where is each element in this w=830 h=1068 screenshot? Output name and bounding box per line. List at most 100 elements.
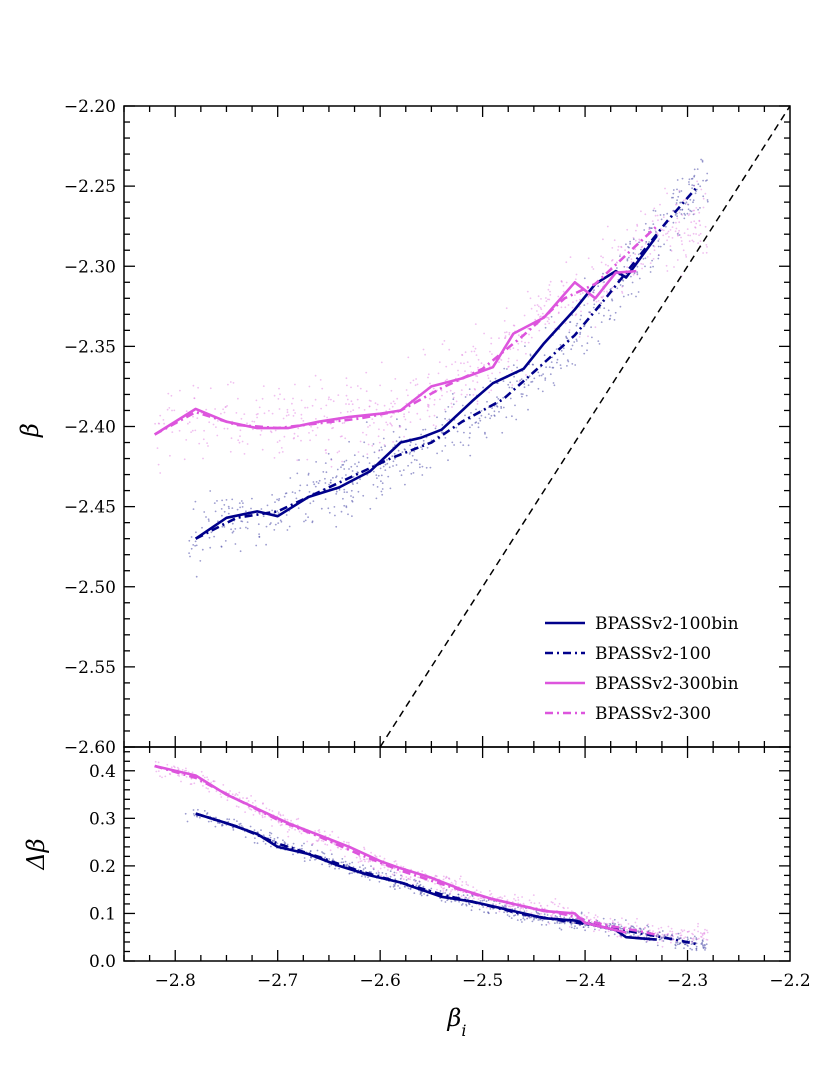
blue-scatter-point	[547, 298, 549, 301]
blue-scatter-point	[630, 261, 633, 263]
blue-scatter-point	[697, 937, 700, 940]
pink-scatter-point	[674, 947, 677, 949]
blue-scatter-point	[684, 198, 687, 201]
blue-scatter-point	[543, 907, 546, 910]
blue-scatter-point	[674, 230, 677, 233]
pink-scatter-point	[413, 458, 416, 461]
pink-scatter-point	[530, 916, 533, 919]
pink-scatter-point	[684, 202, 687, 205]
blue-scatter-point	[640, 246, 643, 249]
pink-scatter-point	[602, 917, 605, 920]
pink-scatter-point	[574, 364, 577, 366]
pink-scatter-point	[407, 887, 410, 890]
blue-scatter-point	[162, 419, 165, 421]
pink-scatter-point	[521, 393, 524, 395]
pink-scatter-point	[213, 535, 216, 538]
blue-scatter-point	[329, 849, 332, 852]
blue-scatter-point	[365, 434, 368, 436]
blue-scatter-point	[311, 429, 314, 432]
pink-scatter-point	[335, 490, 338, 493]
blue-scatter-point	[661, 940, 663, 942]
pink-scatter-point	[593, 303, 596, 306]
pink-scatter-point	[303, 842, 305, 845]
blue-scatter-point	[378, 441, 381, 444]
blue-scatter-point	[624, 249, 626, 252]
blue-scatter-point	[676, 259, 679, 261]
pink-scatter-point	[659, 214, 662, 216]
pink-scatter-point	[571, 363, 574, 365]
pink-scatter-point	[551, 366, 554, 369]
pink-scatter-point	[529, 353, 532, 356]
pink-scatter-point	[304, 513, 307, 515]
pink-scatter-point	[701, 940, 704, 943]
pink-scatter-point	[563, 916, 566, 919]
pink-scatter-point	[400, 474, 403, 477]
pink-scatter-point	[559, 915, 562, 918]
blue-scatter-point	[693, 220, 696, 223]
pink-scatter-point	[226, 818, 229, 820]
pink-scatter-point	[662, 214, 665, 216]
pink-scatter-point	[508, 386, 511, 389]
pink-scatter-point	[245, 510, 247, 513]
blue-scatter-point	[580, 310, 582, 313]
pink-scatter-point	[626, 258, 629, 261]
blue-scatter-point	[520, 340, 523, 343]
pink-scatter-point	[343, 460, 346, 463]
blue-scatter-point	[598, 929, 601, 932]
blue-scatter-point	[447, 877, 450, 880]
pink-scatter-point	[560, 921, 562, 924]
pink-scatter-point	[269, 836, 272, 839]
pink-scatter-point	[560, 928, 563, 931]
pink-scatter-point	[702, 946, 705, 949]
blue-scatter-point	[537, 295, 540, 298]
pink-scatter-point	[213, 502, 216, 504]
blue-scatter-point	[487, 374, 489, 377]
main-y-tick-label: −2.30	[64, 257, 116, 277]
pink-scatter-point	[706, 172, 709, 175]
blue-scatter-point	[562, 284, 565, 287]
pink-scatter-point	[231, 531, 234, 534]
blue-scatter-point	[454, 361, 457, 363]
pink-scatter-point	[691, 940, 693, 943]
pink-scatter-point	[600, 321, 603, 323]
blue-scatter-point	[173, 765, 175, 768]
pink-scatter-point	[340, 466, 342, 469]
pink-scatter-point	[545, 924, 548, 926]
blue-scatter-point	[666, 192, 668, 195]
blue-scatter-point	[399, 871, 401, 873]
blue-scatter-point	[203, 429, 206, 432]
blue-scatter-point	[553, 903, 556, 906]
pink-scatter-point	[495, 912, 497, 914]
pink-scatter-point	[607, 934, 610, 937]
blue-scatter-point	[337, 836, 340, 839]
blue-scatter-point	[585, 917, 588, 920]
pink-scatter-point	[627, 294, 630, 296]
pink-scatter-point	[359, 478, 361, 481]
pink-scatter-point	[558, 922, 561, 925]
pink-scatter-point	[692, 201, 694, 204]
pink-scatter-point	[501, 431, 504, 434]
pink-scatter-point	[613, 319, 616, 321]
blue-scatter-point	[595, 300, 598, 303]
blue-scatter-point	[391, 873, 394, 876]
blue-scatter-point	[461, 353, 463, 356]
pink-scatter-point	[560, 349, 563, 352]
pink-scatter-point	[636, 273, 639, 275]
pink-scatter-point	[548, 366, 551, 368]
pink-scatter-point	[276, 510, 279, 513]
blue-scatter-point	[291, 402, 293, 405]
pink-scatter-point	[591, 336, 593, 339]
pink-scatter-point	[644, 265, 646, 268]
pink-scatter-point	[456, 430, 459, 433]
pink-scatter-point	[463, 431, 465, 434]
pink-scatter-point	[544, 379, 547, 381]
pink-scatter-point	[192, 809, 195, 811]
blue-scatter-point	[692, 939, 695, 941]
pink-scatter-point	[292, 853, 294, 856]
blue-scatter-point	[294, 383, 296, 386]
blue-scatter-point	[506, 899, 509, 901]
pink-scatter-point	[196, 815, 199, 818]
blue-scatter-point	[250, 795, 253, 797]
pink-scatter-point	[705, 943, 708, 946]
blue-scatter-point	[380, 874, 383, 877]
